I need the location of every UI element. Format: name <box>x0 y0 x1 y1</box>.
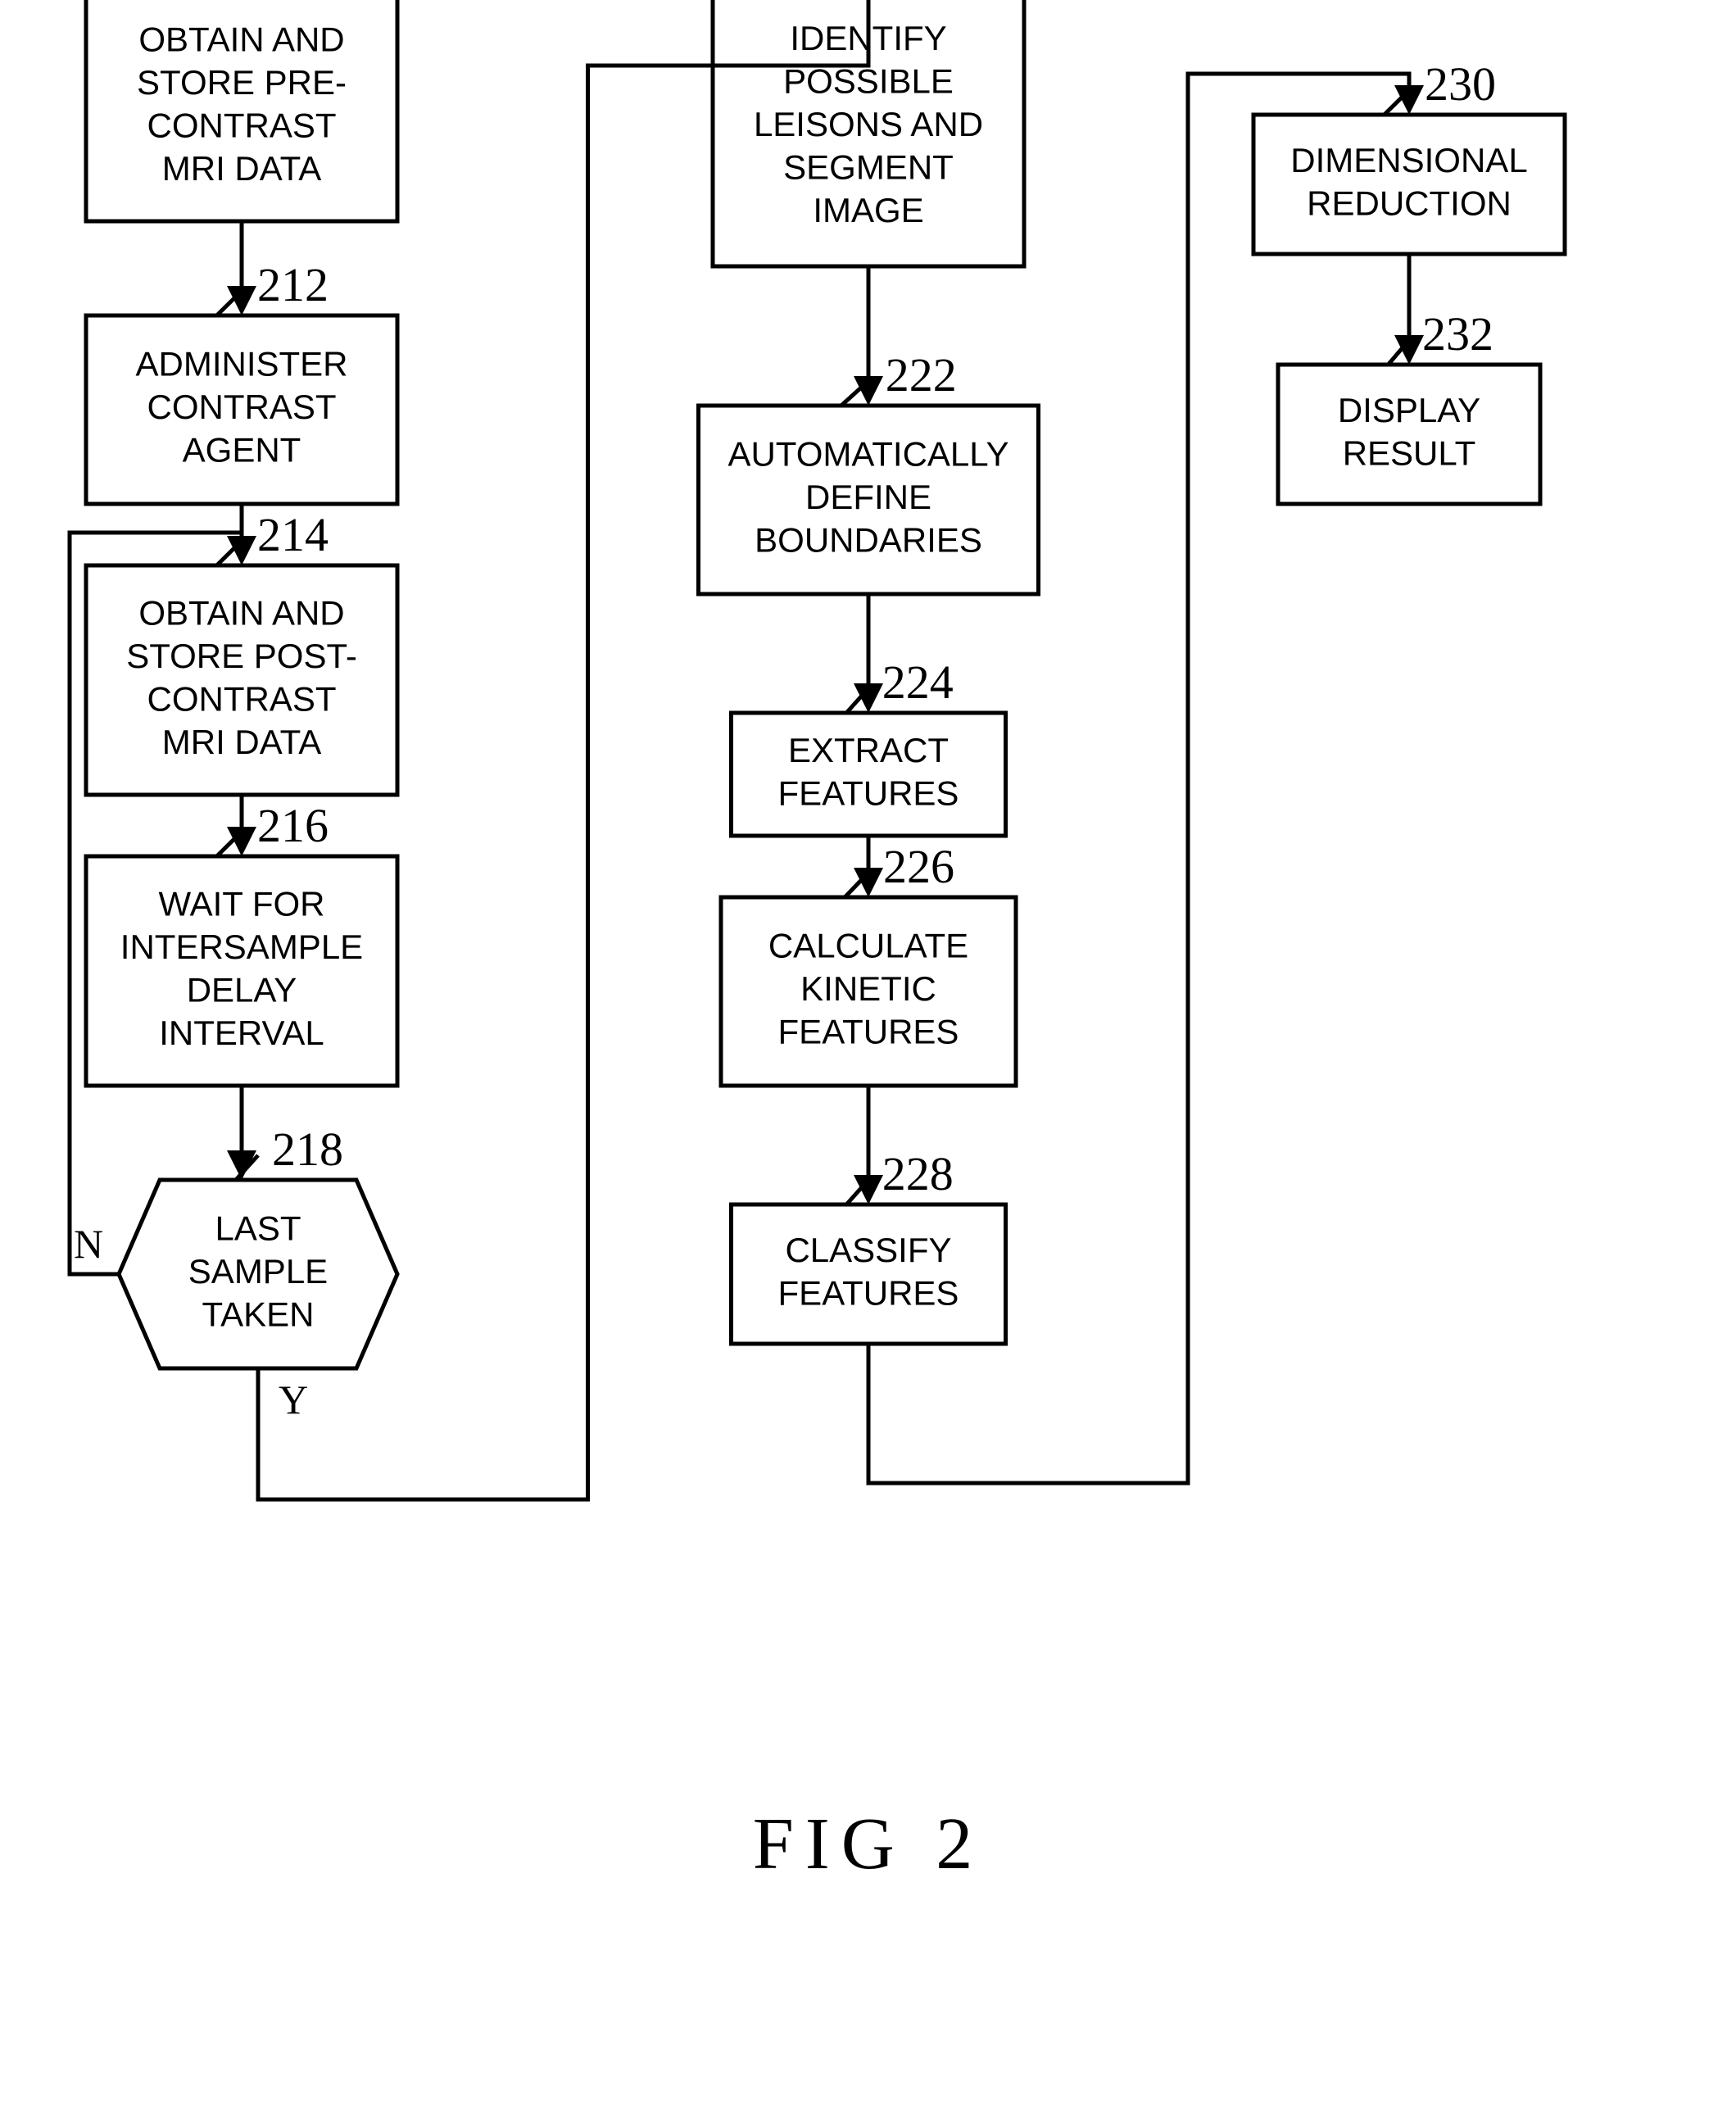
box-text: OBTAIN AND <box>138 593 344 632</box>
box-text: WAIT FOR <box>159 884 325 923</box>
branch-no: N <box>74 1221 103 1267</box>
box-text: KINETIC <box>800 969 936 1008</box>
box-text: MRI DATA <box>162 149 321 188</box>
box-text: FEATURES <box>778 1273 959 1312</box>
branch-yes: Y <box>279 1377 308 1422</box>
box-text: STORE PRE- <box>137 63 347 102</box>
ref-number: 230 <box>1425 57 1496 111</box>
box-text: FEATURES <box>778 1013 959 1051</box>
box-text: SAMPLE <box>188 1252 328 1291</box>
ref-number: 214 <box>257 508 329 561</box>
box-text: DISPLAY <box>1338 391 1480 429</box>
box-text: DEFINE <box>805 478 931 516</box>
ref-number: 228 <box>882 1147 954 1200</box>
figure-caption: FIG 2 <box>753 1803 985 1885</box>
ref-number: 232 <box>1422 307 1494 361</box>
box-text: CONTRAST <box>147 679 337 718</box>
box-text: CLASSIFY <box>785 1231 951 1269</box>
box-text: CALCULATE <box>768 927 968 965</box>
box-text: LAST <box>215 1209 301 1248</box>
box-text: STORE POST- <box>126 637 357 675</box>
box-text: FEATURES <box>778 773 959 812</box>
box-text: LEISONS AND <box>754 105 983 143</box>
box-text: INTERVAL <box>159 1014 324 1052</box>
box-text: DIMENSIONAL <box>1290 141 1527 179</box>
box-text: POSSIBLE <box>783 62 954 101</box>
box-text: ADMINISTER <box>135 345 347 383</box>
box-text: RESULT <box>1343 433 1476 472</box>
box-text: BOUNDARIES <box>755 521 982 560</box>
box-text: TAKEN <box>202 1295 315 1334</box>
box-text: AUTOMATICALLY <box>727 435 1009 474</box>
box-text: CONTRAST <box>147 388 337 426</box>
box-text: MRI DATA <box>162 723 321 761</box>
box-text: OBTAIN AND <box>138 20 344 58</box>
ref-number: 222 <box>886 348 957 401</box>
box-text: DELAY <box>187 970 297 1009</box>
ref-number: 226 <box>883 840 954 893</box>
ref-number: 224 <box>882 655 954 709</box>
box-text: IMAGE <box>813 191 923 229</box>
box-text: INTERSAMPLE <box>120 928 363 966</box>
ref-number: 218 <box>272 1123 343 1176</box>
box-text: AGENT <box>183 431 301 470</box>
box-text: REDUCTION <box>1307 184 1512 222</box>
box-text: EXTRACT <box>788 731 949 769</box>
flowchart-figure: OBTAIN ANDSTORE PRE-CONTRASTMRI DATA210A… <box>0 0 1736 2123</box>
box-text: SEGMENT <box>783 148 954 187</box>
ref-number: 212 <box>257 258 329 311</box>
box-text: CONTRAST <box>147 106 337 144</box>
ref-number: 216 <box>257 799 329 852</box>
